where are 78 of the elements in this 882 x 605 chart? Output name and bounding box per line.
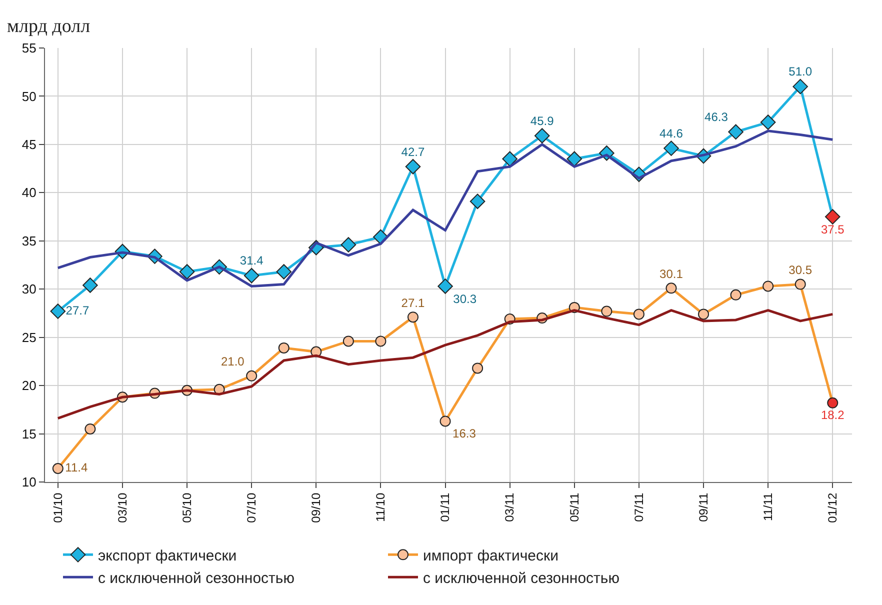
y-tick-label: 40 <box>22 185 36 200</box>
point <box>698 308 710 320</box>
y-tick-label: 10 <box>22 474 36 490</box>
x-tick-label: 03/11 <box>502 492 517 522</box>
point <box>340 237 356 252</box>
data-label: 18.2 <box>820 408 845 422</box>
point <box>762 280 774 292</box>
point <box>534 128 550 144</box>
point <box>276 264 292 280</box>
data-label: 37.5 <box>820 222 845 237</box>
point <box>566 151 582 167</box>
data-label: 45.9 <box>530 114 554 128</box>
point <box>179 264 195 280</box>
x-tick-label: 09/10 <box>309 492 324 523</box>
legend-label: импорт фактически <box>423 548 558 565</box>
y-tick-label: 15 <box>22 426 36 442</box>
point <box>824 209 840 224</box>
legend-label: с исключенной сезонностью <box>423 570 620 588</box>
point <box>375 336 386 347</box>
data-label: 46.3 <box>704 110 728 124</box>
y-tick-label: 45 <box>22 136 36 152</box>
point <box>470 194 486 209</box>
x-tick-label: 11/11 <box>760 492 775 522</box>
y-tick-label: 50 <box>22 88 36 104</box>
x-tick-label: 01/12 <box>826 492 840 523</box>
x-tick-label: 01/10 <box>50 492 65 523</box>
x-tick-label: 07/11 <box>632 492 646 522</box>
x-tick-label: 05/10 <box>180 492 194 523</box>
point <box>440 416 451 427</box>
point <box>792 78 808 94</box>
point <box>760 114 776 130</box>
legend-label: с исключенной сезонностью <box>98 570 294 588</box>
point <box>246 370 258 382</box>
x-tick-label: 03/10 <box>115 492 130 523</box>
point <box>342 336 354 347</box>
data-label: 30.5 <box>788 263 812 278</box>
data-label: 27.7 <box>66 303 90 318</box>
point <box>278 342 290 354</box>
y-tick-label: 20 <box>22 378 36 394</box>
point <box>827 397 838 408</box>
point <box>407 312 418 323</box>
point <box>502 151 518 167</box>
data-label: 30.3 <box>453 292 477 306</box>
point <box>84 423 96 434</box>
data-label: 21.0 <box>220 354 245 369</box>
data-label: 51.0 <box>788 64 812 79</box>
point <box>633 308 644 320</box>
data-label: 31.4 <box>240 254 264 268</box>
y-tick-label: 55 <box>22 40 36 56</box>
point <box>405 158 421 174</box>
data-label: 44.6 <box>660 126 684 140</box>
x-tick-label: 07/10 <box>244 492 258 523</box>
x-tick-label: 01/11 <box>438 492 452 522</box>
point <box>438 278 453 294</box>
x-tick-label: 05/11 <box>567 492 582 522</box>
y-axis-title: млрд долл <box>7 16 91 37</box>
point <box>666 282 677 294</box>
point <box>728 124 744 140</box>
point <box>52 463 64 474</box>
x-tick-label: 09/11 <box>696 492 710 522</box>
data-label: 16.3 <box>452 426 476 440</box>
data-label: 30.1 <box>660 266 684 281</box>
point <box>730 289 742 300</box>
point <box>472 362 484 374</box>
data-label: 11.4 <box>65 460 88 474</box>
point <box>601 306 612 317</box>
data-label: 27.1 <box>401 296 425 310</box>
y-tick-label: 35 <box>22 233 36 248</box>
point <box>50 304 66 319</box>
x-tick-label: 11/10 <box>374 492 388 522</box>
point <box>794 278 806 290</box>
point <box>244 268 260 284</box>
legend-label: экспорт фактически <box>98 548 237 565</box>
y-tick-label: 30 <box>22 282 36 297</box>
point <box>664 140 679 156</box>
y-tick-label: 25 <box>22 330 36 345</box>
data-label: 42.7 <box>401 144 425 159</box>
point <box>82 278 98 293</box>
